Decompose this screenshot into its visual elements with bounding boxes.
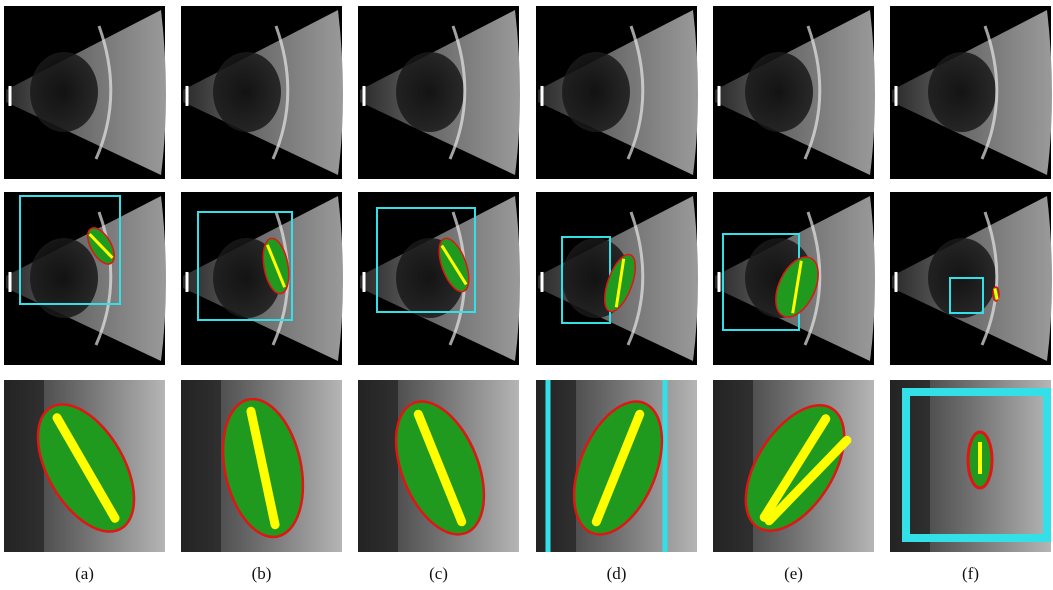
zoom-panel bbox=[890, 380, 1051, 552]
ultrasound-panel bbox=[358, 6, 520, 179]
zoom-panel bbox=[536, 380, 697, 552]
zoom-panel bbox=[4, 380, 165, 552]
detection-panel bbox=[713, 192, 875, 365]
cavity bbox=[30, 52, 98, 132]
ultrasound-panel bbox=[4, 6, 166, 179]
detection-panel bbox=[4, 192, 166, 365]
panel-caption: (a) bbox=[0, 564, 170, 584]
detection-panel bbox=[358, 192, 520, 365]
panel-caption: (d) bbox=[532, 564, 702, 584]
ultrasound-panel bbox=[713, 6, 875, 179]
zoom-dark-region bbox=[536, 380, 576, 552]
detection-panel bbox=[890, 192, 1052, 365]
detection-panel bbox=[181, 192, 343, 365]
detection-panel bbox=[536, 192, 698, 365]
cavity bbox=[30, 238, 98, 318]
cavity bbox=[396, 52, 464, 132]
zoom-dark-region bbox=[358, 380, 398, 552]
ultrasound-panel bbox=[536, 6, 698, 179]
panel-caption: (f) bbox=[886, 564, 1053, 584]
zoom-dark-region bbox=[4, 380, 44, 552]
zoom-dark-region bbox=[713, 380, 753, 552]
ultrasound-panel bbox=[181, 6, 343, 179]
cavity bbox=[745, 52, 813, 132]
zoom-dark-region bbox=[181, 380, 221, 552]
cavity bbox=[928, 52, 996, 132]
cavity bbox=[213, 52, 281, 132]
zoom-panel bbox=[358, 380, 519, 552]
cavity bbox=[562, 52, 630, 132]
zoom-panel bbox=[713, 380, 874, 552]
zoom-panel bbox=[181, 380, 342, 552]
panel-caption: (e) bbox=[709, 564, 879, 584]
ultrasound-panel bbox=[890, 6, 1052, 179]
panel-caption: (b) bbox=[177, 564, 347, 584]
panel-caption: (c) bbox=[354, 564, 524, 584]
